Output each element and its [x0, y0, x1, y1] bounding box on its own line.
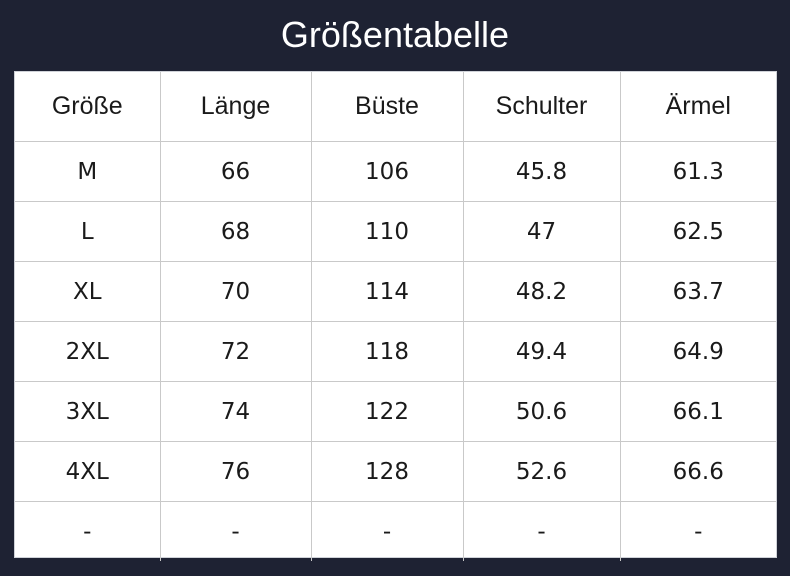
table-row: 3XL 74 122 50.6 66.1 [15, 381, 776, 442]
table-cell-length: 68 [159, 201, 312, 262]
table-cell-length: 76 [159, 441, 312, 502]
table-cell-shoulder: 49.4 [462, 321, 621, 382]
table-row: L 68 110 47 62.5 [15, 201, 776, 262]
table-cell-bust: - [310, 501, 464, 561]
table-cell-length: - [159, 501, 312, 561]
table-cell-sleeve: 62.5 [619, 201, 776, 262]
table-cell-bust: 118 [310, 321, 464, 382]
table-cell-sleeve: 66.6 [619, 441, 776, 502]
table-cell-bust: 106 [310, 141, 464, 202]
table-cell-shoulder: 50.6 [462, 381, 621, 442]
table-cell-bust: 114 [310, 261, 464, 322]
column-header-size: Größe [15, 72, 161, 142]
table-cell-bust: 128 [310, 441, 464, 502]
table-cell-bust: 110 [310, 201, 464, 262]
table-cell-shoulder: 47 [462, 201, 621, 262]
table-cell-length: 70 [159, 261, 312, 322]
column-header-bust: Büste [310, 72, 464, 142]
column-header-shoulder: Schulter [462, 72, 621, 142]
table-cell-bust: 122 [310, 381, 464, 442]
table-cell-length: 74 [159, 381, 312, 442]
table-cell-sleeve: 64.9 [619, 321, 776, 382]
table-header-row: Größe Länge Büste Schulter Ärmel [15, 72, 776, 142]
table-cell-size: XL [15, 261, 161, 322]
table-cell-length: 72 [159, 321, 312, 382]
table-row: M 66 106 45.8 61.3 [15, 141, 776, 202]
size-table-container: Größe Länge Büste Schulter Ärmel M 66 10… [15, 72, 776, 561]
column-header-length: Länge [159, 72, 312, 142]
table-cell-sleeve: 61.3 [619, 141, 776, 202]
column-header-sleeve: Ärmel [619, 72, 776, 142]
table-row: XL 70 114 48.2 63.7 [15, 261, 776, 322]
table-cell-size: 4XL [15, 441, 161, 502]
page-title: Größentabelle [280, 14, 510, 55]
table-cell-length: 66 [159, 141, 312, 202]
table-cell-shoulder: 45.8 [462, 141, 621, 202]
table-cell-size: 3XL [15, 381, 161, 442]
table-cell-sleeve: 63.7 [619, 261, 776, 322]
table-cell-sleeve: - [619, 501, 776, 561]
table-cell-size: M [15, 141, 161, 202]
table-cell-sleeve: 66.1 [619, 381, 776, 442]
table-cell-size: L [15, 201, 161, 262]
table-cell-shoulder: 48.2 [462, 261, 621, 322]
table-cell-size: - [15, 501, 161, 561]
table-row: - - - - - [15, 501, 776, 561]
size-table: Größe Länge Büste Schulter Ärmel M 66 10… [15, 72, 776, 561]
table-row: 4XL 76 128 52.6 66.6 [15, 441, 776, 502]
table-cell-shoulder: 52.6 [462, 441, 621, 502]
table-cell-size: 2XL [15, 321, 161, 382]
table-row: 2XL 72 118 49.4 64.9 [15, 321, 776, 382]
table-cell-shoulder: - [462, 501, 621, 561]
